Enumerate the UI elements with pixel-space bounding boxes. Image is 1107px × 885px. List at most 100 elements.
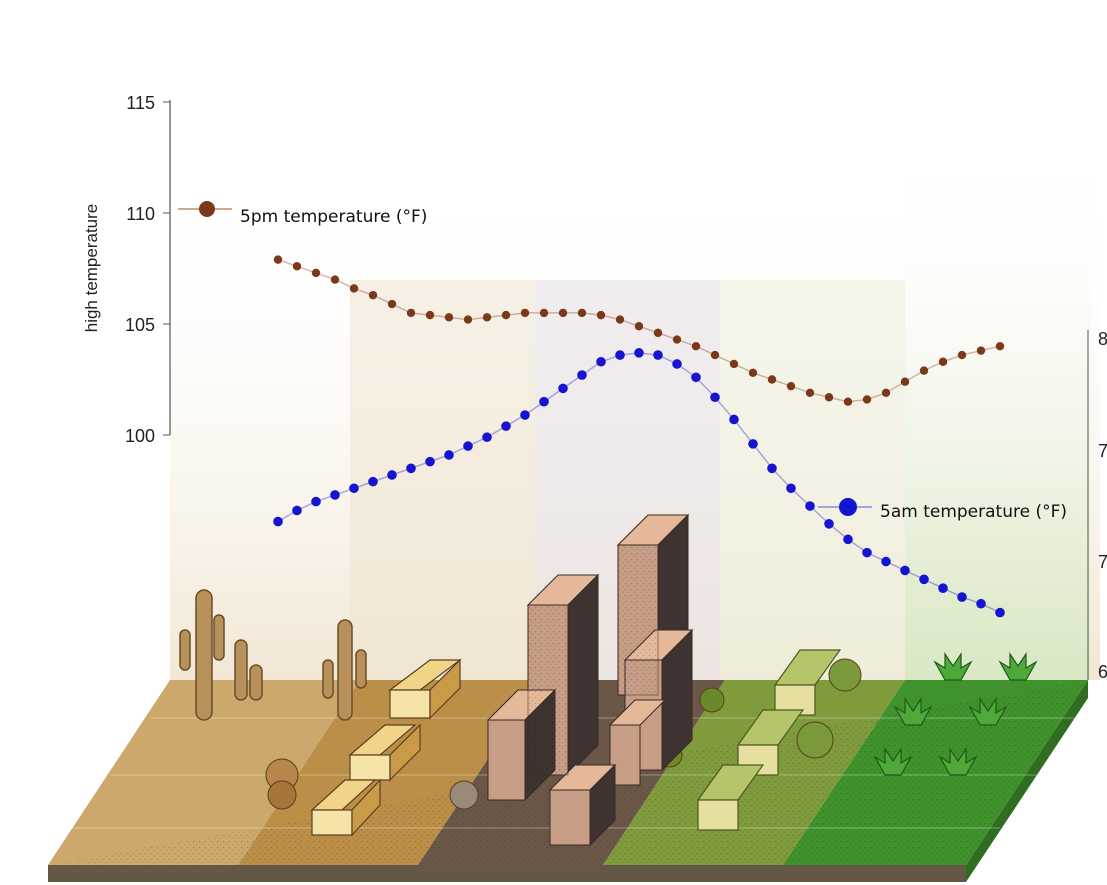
data-point-0: [634, 322, 644, 331]
ground-edge: [48, 865, 966, 882]
data-point-1: [691, 372, 701, 383]
data-point-0: [539, 308, 549, 318]
data-point-0: [710, 350, 720, 360]
data-point-0: [672, 335, 682, 344]
data-point-0: [482, 313, 492, 322]
pavilion-icon: [696, 649, 842, 831]
legend-5pm-marker: [199, 201, 215, 217]
data-point-0: [843, 397, 853, 406]
data-point-0: [881, 388, 891, 398]
data-point-1: [672, 359, 682, 369]
data-point-0: [368, 290, 378, 300]
data-point-0: [330, 275, 340, 284]
data-point-0: [292, 262, 302, 271]
data-point-0: [919, 366, 929, 375]
right-tick-clipped-1: 8: [1098, 329, 1107, 349]
legend-5pm: 5pm temperature (°F): [178, 201, 427, 227]
ground-side: [966, 680, 1088, 882]
right-tick-clipped-4: 6: [1098, 662, 1107, 682]
panel-rural: [905, 150, 1090, 680]
data-point-1: [292, 505, 302, 516]
data-point-0: [900, 377, 910, 386]
data-point-1: [748, 439, 758, 449]
data-point-0: [862, 395, 872, 404]
data-point-1: [558, 383, 568, 394]
panel-park: [720, 280, 905, 680]
data-point-0: [387, 299, 397, 309]
data-point-1: [577, 370, 587, 380]
ground-scene: [48, 513, 1088, 882]
data-point-0: [995, 342, 1005, 351]
building-icon: [486, 513, 694, 847]
data-point-1: [349, 483, 359, 494]
data-point-1: [387, 470, 397, 480]
y-tick-label: 110: [126, 204, 155, 224]
crop-icon: [873, 652, 1038, 776]
data-point-1: [957, 592, 967, 602]
data-point-1: [634, 348, 644, 358]
data-point-0: [273, 255, 283, 264]
legend-5am-marker: [839, 498, 857, 516]
data-point-1: [824, 519, 834, 529]
data-point-1: [767, 463, 777, 474]
data-point-1: [482, 432, 492, 443]
background-panels: 8 7 7 6: [170, 150, 1107, 682]
data-point-0: [748, 368, 758, 378]
data-point-1: [596, 356, 606, 367]
data-point-0: [406, 308, 416, 318]
right-tick-clipped-3: 7: [1098, 552, 1107, 572]
data-point-1: [843, 534, 853, 545]
data-point-0: [463, 315, 473, 324]
data-point-1: [463, 441, 473, 451]
data-point-1: [900, 565, 910, 576]
data-point-0: [311, 268, 321, 278]
house-icon: [310, 658, 462, 837]
data-point-0: [349, 284, 359, 293]
data-point-1: [273, 516, 283, 527]
data-point-1: [976, 598, 986, 609]
legend-5am-label: 5am temperature (°F): [880, 502, 1067, 522]
data-point-1: [862, 547, 872, 558]
data-point-0: [824, 393, 834, 402]
data-point-1: [919, 574, 929, 585]
data-point-0: [520, 308, 530, 318]
data-point-0: [957, 350, 967, 360]
data-point-0: [786, 381, 796, 391]
y-tick-label: 105: [125, 315, 155, 335]
data-point-1: [881, 556, 891, 567]
data-point-1: [520, 410, 530, 420]
data-point-1: [444, 450, 454, 460]
data-point-0: [805, 388, 815, 398]
ground-desert: [48, 680, 360, 865]
data-point-0: [691, 342, 701, 351]
legend-5pm-label: 5pm temperature (°F): [240, 207, 427, 227]
data-point-1: [425, 456, 435, 467]
data-point-1: [330, 490, 340, 500]
data-point-0: [653, 328, 663, 338]
cactus-icon: [179, 589, 367, 721]
y-tick-label: 115: [126, 93, 155, 113]
data-point-1: [729, 414, 739, 425]
data-point-0: [444, 313, 454, 322]
data-point-1: [995, 607, 1005, 618]
data-point-1: [615, 350, 625, 360]
data-point-0: [976, 346, 986, 355]
legend-5am: 5am temperature (°F): [818, 498, 1067, 522]
data-point-1: [938, 583, 948, 593]
data-point-0: [938, 357, 948, 366]
data-point-1: [311, 496, 321, 507]
data-point-0: [615, 315, 625, 324]
data-point-1: [710, 392, 720, 403]
data-point-0: [425, 310, 435, 320]
y-tick-label: 100: [125, 426, 155, 446]
series-layer: [273, 255, 1005, 618]
y-axis: 100 105 110 115: [125, 93, 171, 446]
data-point-1: [805, 501, 815, 511]
data-point-1: [368, 476, 378, 487]
right-tick-clipped-2: 7: [1098, 441, 1107, 461]
y-axis-title: high temperature: [82, 204, 101, 333]
data-point-0: [558, 308, 568, 318]
data-point-1: [539, 396, 549, 407]
data-point-0: [596, 310, 606, 320]
